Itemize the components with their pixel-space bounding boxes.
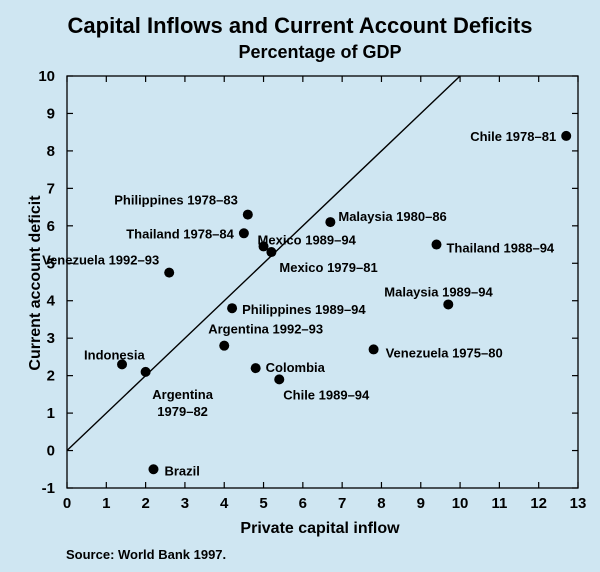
y-tick-label: 9 [47, 105, 55, 122]
point-label: Brazil [164, 463, 199, 478]
data-point [258, 241, 269, 252]
data-point [368, 344, 379, 355]
x-tick-label: 4 [220, 495, 229, 512]
x-tick-label: 6 [299, 495, 307, 512]
y-tick-label: -1 [42, 480, 55, 497]
y-tick-label: 5 [47, 255, 55, 272]
data-point [219, 340, 230, 351]
point-label: Argentina 1992–93 [208, 322, 323, 337]
y-tick-label: 10 [38, 68, 55, 85]
point-label: 1979–82 [157, 404, 208, 419]
point-label: Malaysia 1989–94 [384, 284, 493, 299]
x-tick-label: 9 [417, 495, 425, 512]
plot-frame [66, 75, 579, 489]
chart-subtitle: Percentage of GDP [238, 42, 402, 62]
chart-title: Capital Inflows and Current Account Defi… [67, 13, 533, 38]
data-point [561, 130, 572, 141]
x-tick-label: 11 [491, 495, 507, 512]
x-tick-label: 13 [570, 495, 587, 512]
y-tick-label: 4 [47, 293, 56, 310]
x-tick-label: 3 [181, 495, 189, 512]
y-tick-label: 3 [47, 330, 55, 347]
point-label: Colombia [266, 360, 326, 375]
point-label: Venezuela 1992–93 [42, 253, 159, 268]
data-point [164, 267, 175, 278]
point-label: Mexico 1979–81 [279, 260, 377, 275]
point-label: Malaysia 1980–86 [338, 209, 446, 224]
data-point [274, 374, 285, 385]
point-label: Thailand 1978–84 [126, 226, 234, 241]
point-label: Philippines 1978–83 [114, 193, 238, 208]
source-note: Source: World Bank 1997. [66, 547, 227, 562]
point-label: Argentina [152, 387, 213, 402]
y-tick-label: 1 [47, 405, 55, 422]
x-tick-label: 5 [259, 495, 267, 512]
point-label: Venezuela 1975–80 [386, 345, 503, 360]
point-label: Thailand 1988–94 [446, 241, 554, 256]
point-label: Indonesia [84, 347, 145, 362]
point-labels: Chile 1978–81 Philippines 1978–83 Malaysia… [42, 129, 556, 478]
data-point [443, 299, 454, 310]
x-tick-label: 8 [377, 495, 385, 512]
y-tick-label: 7 [47, 180, 55, 197]
x-tick-label: 7 [338, 495, 346, 512]
point-label: Mexico 1989–94 [258, 232, 357, 247]
data-point [148, 464, 159, 475]
y-tick-label: 8 [47, 143, 55, 160]
reference-line-group [66, 75, 461, 452]
x-tick-label: 2 [141, 495, 149, 512]
data-point [227, 303, 238, 314]
data-point [238, 228, 249, 239]
data-point [250, 363, 261, 374]
x-tick-label: 0 [63, 495, 71, 512]
data-point [117, 359, 128, 370]
data-points [117, 130, 572, 475]
x-tick-label: 1 [102, 495, 110, 512]
data-point [266, 247, 277, 258]
point-label: Chile 1978–81 [470, 129, 556, 144]
point-label: Chile 1989–94 [283, 387, 370, 402]
data-point [325, 217, 336, 228]
y-tick-label: 6 [47, 218, 55, 235]
y-tick-label: 0 [47, 443, 55, 460]
data-point [242, 209, 253, 220]
x-tick-label: 10 [452, 495, 469, 512]
x-axis-title: Private capital inflow [240, 520, 400, 537]
reference-line [66, 75, 461, 452]
x-tick-label: 12 [530, 495, 547, 512]
y-tick-label: 2 [47, 368, 55, 385]
y-axis-title: Current account deficit [27, 195, 44, 371]
point-label: Philippines 1989–94 [242, 302, 366, 317]
data-point [140, 366, 151, 377]
data-point [431, 239, 442, 250]
